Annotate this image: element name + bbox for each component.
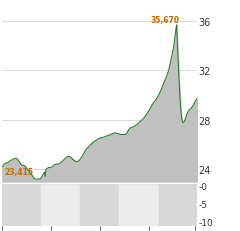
Text: 23,415: 23,415 <box>4 167 33 176</box>
Bar <box>159 184 197 226</box>
Bar <box>120 184 159 226</box>
Bar <box>2 184 42 226</box>
Bar <box>80 184 120 226</box>
Bar <box>42 184 80 226</box>
Text: 35,670: 35,670 <box>150 16 179 25</box>
